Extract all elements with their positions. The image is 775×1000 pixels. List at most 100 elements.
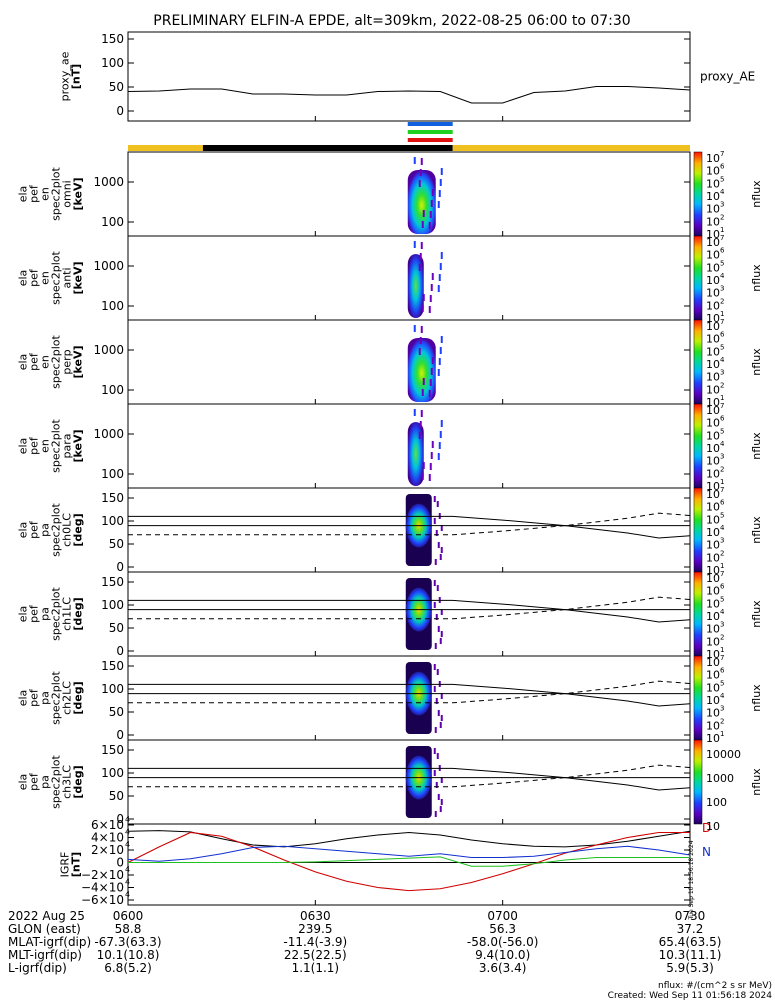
colorbar-tick: 10 bbox=[706, 261, 720, 274]
ytick-label: 0 bbox=[116, 560, 124, 574]
colorbar-tick: 10 bbox=[706, 610, 720, 623]
energy-flux-speckle bbox=[438, 442, 441, 449]
energy-flux-speckle bbox=[437, 453, 440, 460]
footer-time-tick: 0730 bbox=[675, 909, 706, 923]
ytick-label: 0 bbox=[116, 104, 124, 118]
pitch-angle-speckle bbox=[434, 643, 437, 649]
ytick-label: 150 bbox=[101, 32, 124, 46]
colorbar-tick: 10 bbox=[706, 152, 720, 165]
mode-bar-stripe bbox=[407, 122, 453, 126]
colorbar-tick-exponent: 2 bbox=[720, 213, 724, 221]
pitch-angle-speckle bbox=[436, 501, 439, 507]
panel-ylabel-line: en bbox=[39, 439, 52, 453]
colorbar-tick-exponent: 4 bbox=[720, 188, 725, 196]
panel-ylabel-line: pef bbox=[28, 184, 41, 203]
footer-row-value: 6.8(5.2) bbox=[104, 961, 152, 975]
panel-ylabel-line: pef bbox=[28, 772, 41, 791]
colorbar-tick: 10 bbox=[706, 513, 720, 526]
energy-flux-speckle bbox=[418, 432, 421, 439]
panel-ylabel-line: spec2plot bbox=[50, 251, 63, 305]
panel-ylabel-line: [keV] bbox=[72, 177, 85, 210]
panel-ylabel-line: pef bbox=[28, 688, 41, 707]
energy-flux-speckle bbox=[428, 222, 431, 229]
energy-flux-speckle bbox=[421, 473, 424, 480]
energy-flux-speckle bbox=[428, 306, 431, 313]
colorbar-tick-exponent: 1 bbox=[720, 562, 724, 570]
pitch-angle-speckle bbox=[433, 580, 436, 586]
ytick-label: 100 bbox=[101, 514, 124, 528]
panel-ylabel-line: pef bbox=[28, 268, 41, 287]
panel-ylabel-line: ch1LC bbox=[61, 597, 74, 631]
ytick-label: 2×10 bbox=[91, 843, 124, 857]
colorbar-tick-exponent: 7 bbox=[720, 486, 724, 494]
panel-ylabel-line: spec2plot bbox=[50, 503, 63, 557]
panel-ylabel-line: ch3LC bbox=[61, 765, 74, 799]
energy-flux-speckle bbox=[421, 305, 424, 312]
footer-time-tick: 0700 bbox=[487, 909, 518, 923]
panel-ylabel-line: pa bbox=[39, 775, 52, 789]
energy-flux-speckle bbox=[429, 463, 432, 470]
colorbar-tick: 10 bbox=[706, 320, 720, 333]
igrf-legend-n: N bbox=[702, 845, 711, 859]
ytick-label: 100 bbox=[101, 299, 124, 313]
ytick-label: 100 bbox=[101, 467, 124, 481]
pitch-angle-speckle bbox=[439, 722, 442, 728]
ytick-exponent: 4 bbox=[125, 840, 130, 849]
ytick-label: 0 bbox=[116, 728, 124, 742]
panel-frame bbox=[127, 823, 691, 906]
ytick-label: 150 bbox=[101, 491, 124, 505]
colorbar-tick-exponent: 2 bbox=[720, 717, 724, 725]
panel-ylabel-line: spec2plot bbox=[50, 167, 63, 221]
ytick-label: 0 bbox=[116, 856, 124, 870]
pitch-angle-speckle bbox=[439, 638, 442, 644]
ytick-label: 6×10 bbox=[91, 818, 124, 832]
colorbar-tick: 10 bbox=[706, 215, 720, 228]
colorbar-strip bbox=[693, 319, 703, 405]
energy-flux-speckle bbox=[439, 431, 442, 438]
colorbar-tick-exponent: 5 bbox=[720, 679, 724, 687]
colorbar-strip bbox=[693, 655, 703, 741]
panel-ylabel-line: spec2plot bbox=[50, 419, 63, 473]
colorbar-tick: 10 bbox=[706, 396, 720, 409]
panel-ylabel-line: pa bbox=[39, 523, 52, 537]
colorbar-tick: 10 bbox=[706, 526, 720, 539]
energy-flux-speckle bbox=[422, 294, 425, 301]
panel-ylabel-line: ela bbox=[17, 690, 30, 707]
colorbar-tick-exponent: 4 bbox=[720, 272, 725, 280]
pitch-angle-speckle bbox=[433, 496, 436, 502]
energy-flux-speckle bbox=[422, 210, 425, 217]
colorbar-tick-exponent: 2 bbox=[720, 465, 724, 473]
state-bar-segment bbox=[128, 145, 203, 151]
pitch-angle-speckle bbox=[435, 698, 438, 704]
colorbar-tick: 10 bbox=[706, 501, 720, 514]
colorbar-tick-exponent: 7 bbox=[720, 570, 724, 578]
colorbar-tick-exponent: 6 bbox=[720, 415, 725, 423]
colorbar-tick: 10 bbox=[706, 539, 720, 552]
energy-flux-speckle bbox=[439, 347, 442, 354]
energy-flux-speckle bbox=[429, 295, 432, 302]
energy-flux-speckle bbox=[413, 157, 416, 164]
panel-ylabel-line: ch2LC bbox=[61, 681, 74, 715]
pitch-angle-speckle bbox=[440, 777, 443, 783]
pitch-angle-speckle bbox=[433, 748, 436, 754]
colorbar-label: nflux bbox=[750, 432, 763, 460]
footer-row-value: 58.8 bbox=[115, 922, 142, 936]
footer-row-value: 65.4(63.5) bbox=[659, 935, 722, 949]
colorbar-strip bbox=[693, 571, 703, 657]
energy-flux-speckle bbox=[418, 264, 421, 271]
colorbar-tick: 10 bbox=[706, 467, 720, 480]
colorbar-tick: 10 bbox=[706, 656, 720, 669]
loss-cone-line bbox=[128, 683, 691, 707]
colorbar-tick-exponent: 1 bbox=[720, 226, 724, 234]
pitch-angle-speckle bbox=[440, 799, 443, 805]
footer-row-value: 37.2 bbox=[677, 922, 704, 936]
pitch-angle-speckle bbox=[439, 554, 442, 560]
panel-ylabel-line: ch0LC bbox=[61, 513, 74, 547]
colorbar-tick: 10 bbox=[706, 203, 720, 216]
colorbar-tick: 1000 bbox=[706, 772, 734, 785]
mode-bar-stripe bbox=[407, 130, 453, 134]
panel-proxy-ae: proxy_ae[nT] 150 100 50 0 proxy_AE bbox=[59, 31, 755, 122]
ytick-label: 150 bbox=[101, 659, 124, 673]
